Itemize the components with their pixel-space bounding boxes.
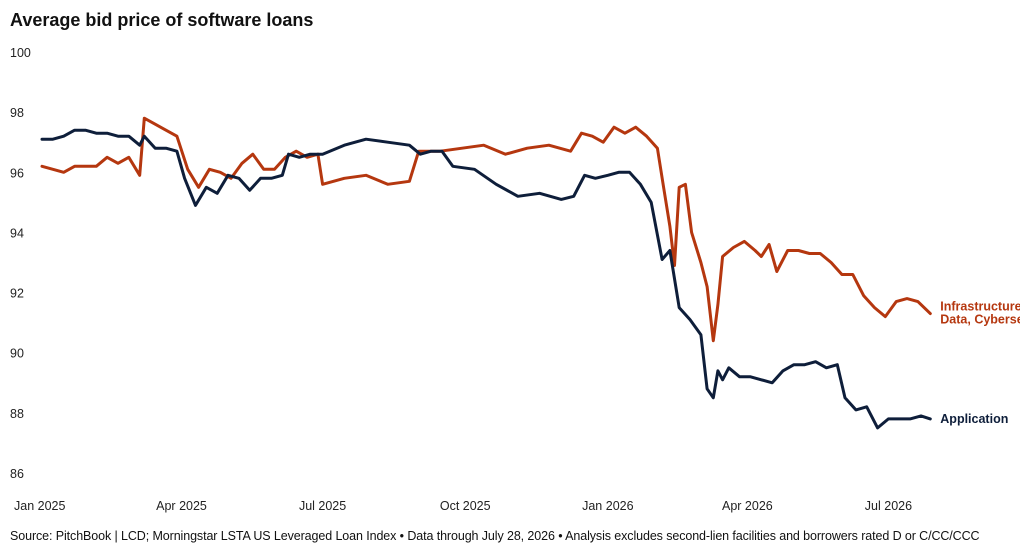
series-line-infrastructure: [40, 116, 932, 343]
x-tick-label: Jul 2026: [865, 499, 912, 513]
y-tick-label: 90: [10, 347, 24, 361]
x-tick-label: Apr 2026: [722, 499, 773, 513]
x-tick-label: Jan 2025: [14, 499, 65, 513]
y-tick-label: 94: [10, 226, 24, 240]
series-lines: [40, 116, 932, 430]
series-line-application: [40, 128, 932, 430]
y-tick-label: 86: [10, 467, 24, 481]
x-axis-ticks: Jan 2025 Apr 2025 Jul 2025 Oct 2025 Jan 2026…: [14, 499, 912, 513]
x-tick-label: Apr 2025: [156, 499, 207, 513]
y-tick-label: 88: [10, 407, 24, 421]
y-tick-label: 96: [10, 166, 24, 180]
y-axis-ticks: 86 88 90 92 94 96 98 100: [10, 46, 31, 481]
x-tick-label: Oct 2025: [440, 499, 491, 513]
x-tick-label: Jul 2025: [299, 499, 346, 513]
series-labels: Infrastructure &Data, Cybersecurity Appli…: [940, 300, 1020, 426]
y-tick-label: 100: [10, 46, 31, 60]
y-tick-label: 98: [10, 106, 24, 120]
y-tick-label: 92: [10, 287, 24, 301]
series-label-application: Application: [940, 412, 1008, 426]
x-tick-label: Jan 2026: [582, 499, 633, 513]
series-label-infrastructure: Infrastructure &Data, Cybersecurity: [940, 300, 1020, 327]
source-note: Source: PitchBook | LCD; Morningstar LST…: [10, 529, 980, 543]
chart-title: Average bid price of software loans: [10, 10, 314, 30]
